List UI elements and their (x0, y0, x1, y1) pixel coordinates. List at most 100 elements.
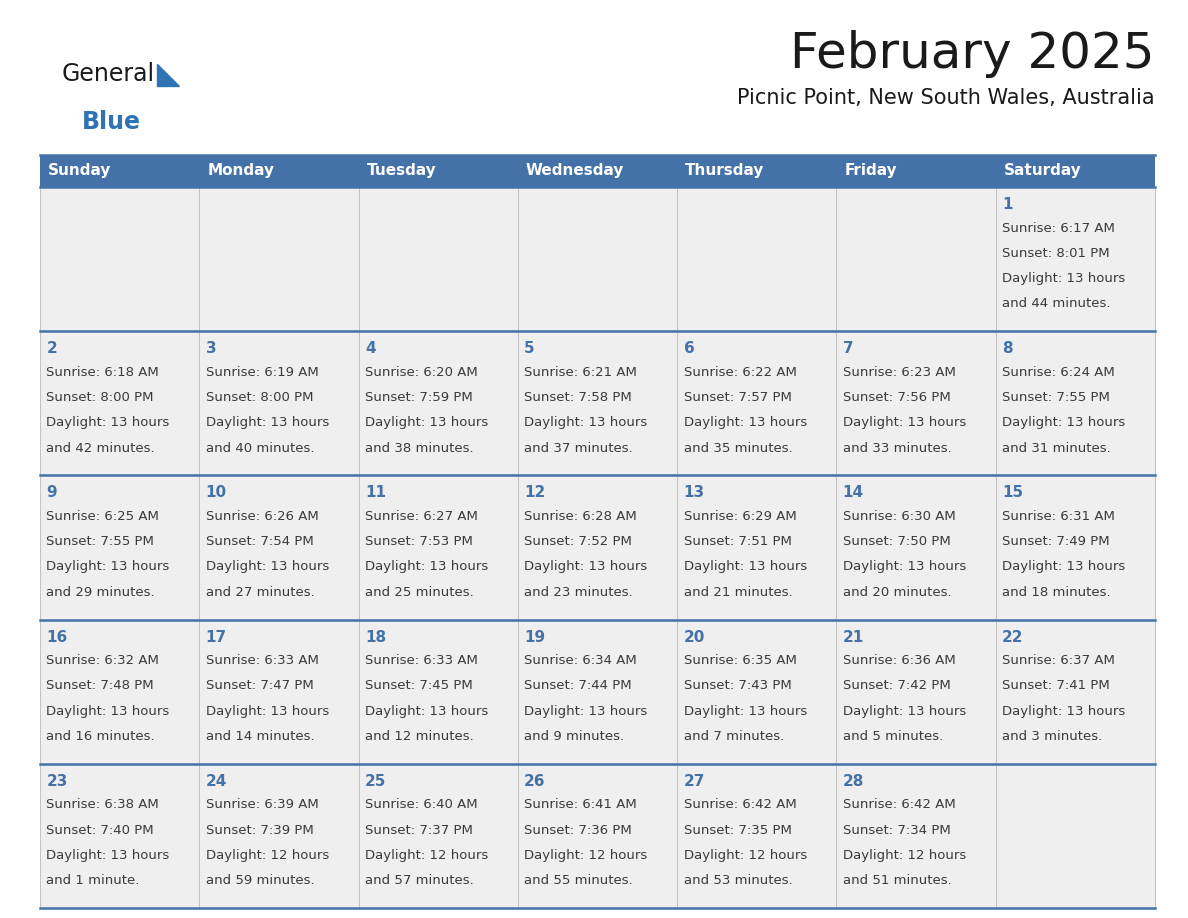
Text: Sunset: 7:44 PM: Sunset: 7:44 PM (524, 679, 632, 692)
Text: Daylight: 13 hours: Daylight: 13 hours (365, 561, 488, 574)
Text: Sunset: 7:40 PM: Sunset: 7:40 PM (46, 823, 154, 836)
Text: Sunrise: 6:40 AM: Sunrise: 6:40 AM (365, 799, 478, 812)
Text: Sunset: 7:48 PM: Sunset: 7:48 PM (46, 679, 154, 692)
Bar (996, 331, 1155, 476)
Bar (677, 331, 836, 476)
Text: Sunrise: 6:38 AM: Sunrise: 6:38 AM (46, 799, 159, 812)
Text: Picnic Point, New South Wales, Australia: Picnic Point, New South Wales, Australia (738, 88, 1155, 108)
Text: Daylight: 12 hours: Daylight: 12 hours (206, 849, 329, 862)
Text: 24: 24 (206, 774, 227, 789)
Text: Daylight: 13 hours: Daylight: 13 hours (206, 705, 329, 718)
Text: Sunrise: 6:35 AM: Sunrise: 6:35 AM (683, 655, 796, 667)
Bar (200, 620, 359, 764)
Bar (996, 476, 1155, 620)
Bar (40, 187, 200, 331)
Text: Sunset: 7:41 PM: Sunset: 7:41 PM (1003, 679, 1110, 692)
Text: Daylight: 13 hours: Daylight: 13 hours (683, 561, 807, 574)
Text: Daylight: 12 hours: Daylight: 12 hours (524, 849, 647, 862)
Text: Daylight: 13 hours: Daylight: 13 hours (1003, 561, 1125, 574)
Text: 22: 22 (1003, 630, 1024, 644)
Text: and 37 minutes.: and 37 minutes. (524, 442, 633, 454)
Bar (200, 187, 359, 331)
Text: Daylight: 12 hours: Daylight: 12 hours (842, 849, 966, 862)
Text: February 2025: February 2025 (790, 30, 1155, 78)
Text: Daylight: 13 hours: Daylight: 13 hours (1003, 705, 1125, 718)
Polygon shape (157, 64, 179, 86)
Text: Sunset: 7:55 PM: Sunset: 7:55 PM (46, 535, 154, 548)
Text: Daylight: 13 hours: Daylight: 13 hours (206, 561, 329, 574)
Text: and 5 minutes.: and 5 minutes. (842, 730, 943, 743)
Bar (40, 476, 200, 620)
Text: and 33 minutes.: and 33 minutes. (842, 442, 952, 454)
Text: Daylight: 13 hours: Daylight: 13 hours (46, 416, 170, 430)
Text: Thursday: Thursday (685, 163, 765, 178)
Text: 14: 14 (842, 486, 864, 500)
Bar (836, 155, 996, 187)
Text: 10: 10 (206, 486, 227, 500)
Bar (518, 155, 677, 187)
Bar (518, 331, 677, 476)
Bar (677, 187, 836, 331)
Text: and 14 minutes.: and 14 minutes. (206, 730, 315, 743)
Text: Daylight: 13 hours: Daylight: 13 hours (46, 561, 170, 574)
Bar (200, 331, 359, 476)
Text: 23: 23 (46, 774, 68, 789)
Text: Sunrise: 6:17 AM: Sunrise: 6:17 AM (1003, 221, 1116, 235)
Bar (359, 187, 518, 331)
Bar (359, 764, 518, 908)
Text: 15: 15 (1003, 486, 1023, 500)
Bar (677, 155, 836, 187)
Text: 5: 5 (524, 341, 535, 356)
Text: Sunrise: 6:34 AM: Sunrise: 6:34 AM (524, 655, 637, 667)
Text: and 21 minutes.: and 21 minutes. (683, 586, 792, 599)
Bar (200, 476, 359, 620)
Bar (200, 764, 359, 908)
Text: and 51 minutes.: and 51 minutes. (842, 874, 952, 887)
Bar (996, 187, 1155, 331)
Text: Sunrise: 6:30 AM: Sunrise: 6:30 AM (842, 510, 955, 523)
Text: 2: 2 (46, 341, 57, 356)
Text: Daylight: 13 hours: Daylight: 13 hours (46, 849, 170, 862)
Text: Sunrise: 6:37 AM: Sunrise: 6:37 AM (1003, 655, 1116, 667)
Text: Sunset: 7:51 PM: Sunset: 7:51 PM (683, 535, 791, 548)
Text: Sunrise: 6:41 AM: Sunrise: 6:41 AM (524, 799, 637, 812)
Text: 26: 26 (524, 774, 545, 789)
Text: Sunset: 8:00 PM: Sunset: 8:00 PM (206, 391, 314, 404)
Text: Daylight: 13 hours: Daylight: 13 hours (1003, 272, 1125, 285)
Bar (836, 764, 996, 908)
Text: Daylight: 12 hours: Daylight: 12 hours (683, 849, 807, 862)
Bar (40, 764, 200, 908)
Bar (836, 620, 996, 764)
Text: Daylight: 12 hours: Daylight: 12 hours (365, 849, 488, 862)
Text: and 1 minute.: and 1 minute. (46, 874, 140, 887)
Text: 19: 19 (524, 630, 545, 644)
Bar (359, 331, 518, 476)
Text: Sunset: 7:34 PM: Sunset: 7:34 PM (842, 823, 950, 836)
Text: and 3 minutes.: and 3 minutes. (1003, 730, 1102, 743)
Bar (40, 155, 200, 187)
Bar (677, 764, 836, 908)
Text: Sunset: 7:57 PM: Sunset: 7:57 PM (683, 391, 791, 404)
Text: and 55 minutes.: and 55 minutes. (524, 874, 633, 887)
Bar (518, 620, 677, 764)
Text: 1: 1 (1003, 197, 1012, 212)
Text: and 7 minutes.: and 7 minutes. (683, 730, 784, 743)
Text: Sunrise: 6:36 AM: Sunrise: 6:36 AM (842, 655, 955, 667)
Text: and 57 minutes.: and 57 minutes. (365, 874, 474, 887)
Text: and 9 minutes.: and 9 minutes. (524, 730, 625, 743)
Text: 3: 3 (206, 341, 216, 356)
Text: General: General (62, 62, 156, 86)
Text: Sunrise: 6:26 AM: Sunrise: 6:26 AM (206, 510, 318, 523)
Text: Daylight: 13 hours: Daylight: 13 hours (524, 561, 647, 574)
Text: and 20 minutes.: and 20 minutes. (842, 586, 952, 599)
Text: Daylight: 13 hours: Daylight: 13 hours (1003, 416, 1125, 430)
Text: Sunset: 7:59 PM: Sunset: 7:59 PM (365, 391, 473, 404)
Text: 16: 16 (46, 630, 68, 644)
Text: Sunset: 7:35 PM: Sunset: 7:35 PM (683, 823, 791, 836)
Text: Sunset: 8:01 PM: Sunset: 8:01 PM (1003, 247, 1110, 260)
Text: Sunset: 7:53 PM: Sunset: 7:53 PM (365, 535, 473, 548)
Text: and 59 minutes.: and 59 minutes. (206, 874, 315, 887)
Bar (518, 187, 677, 331)
Text: Daylight: 13 hours: Daylight: 13 hours (46, 705, 170, 718)
Text: Sunset: 7:55 PM: Sunset: 7:55 PM (1003, 391, 1110, 404)
